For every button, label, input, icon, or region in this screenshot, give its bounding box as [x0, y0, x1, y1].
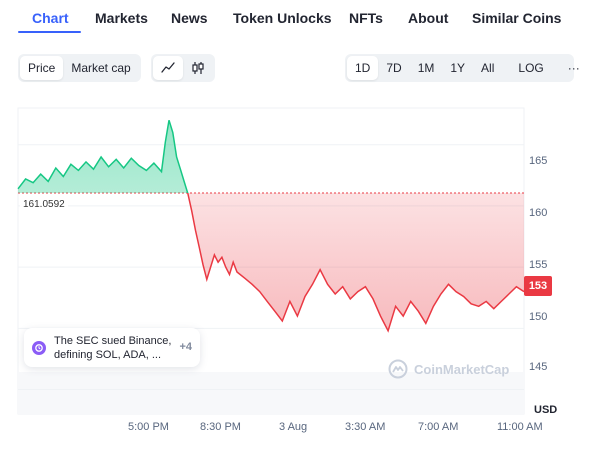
coinmarketcap-watermark: CoinMarketCap: [388, 359, 509, 379]
range-1m-button[interactable]: 1M: [417, 61, 435, 75]
tab-similar-coins[interactable]: Similar Coins: [472, 10, 562, 26]
watermark-text: CoinMarketCap: [414, 361, 510, 377]
coinmarketcap-logo-icon: [388, 359, 408, 379]
tab-news[interactable]: News: [171, 10, 208, 26]
tab-token-unlocks[interactable]: Token Unlocks: [233, 10, 332, 26]
metric-toggle: Price Market cap: [18, 54, 141, 82]
price-metric-button[interactable]: Price: [20, 56, 64, 80]
y-axis-tick: 145: [529, 361, 548, 373]
volume-strip: [18, 372, 524, 414]
area-fill-up: [18, 120, 188, 193]
x-axis-tick: 5:00 PM: [128, 421, 169, 433]
news-event-text: The SEC sued Binance, defining SOL, ADA,…: [54, 334, 172, 361]
y-axis-tick: 155: [529, 259, 548, 271]
tab-markets[interactable]: Markets: [95, 10, 148, 26]
tab-nfts[interactable]: NFTs: [349, 10, 383, 26]
tab-about[interactable]: About: [408, 10, 449, 26]
y-axis-tick: 160: [529, 207, 548, 219]
reference-price-label: 161.0592: [20, 196, 68, 214]
y-axis-tick: 165: [529, 155, 548, 167]
log-scale-button[interactable]: LOG: [518, 61, 544, 75]
currency-label: USD: [534, 404, 558, 416]
tab-chart[interactable]: Chart: [32, 10, 69, 26]
news-more-count[interactable]: +4: [179, 341, 192, 353]
area-fill-down: [18, 192, 524, 331]
y-axis-tick: 150: [529, 311, 548, 323]
price-line-up: [17, 119, 189, 193]
tab-bar: Chart Markets News Token Unlocks NFTs Ab…: [0, 0, 592, 36]
more-options-button[interactable]: ···: [567, 61, 580, 75]
news-event-icon: [32, 340, 46, 355]
x-axis-tick: 11:00 AM: [497, 421, 543, 433]
x-axis-tick: 8:30 PM: [200, 421, 241, 433]
line-chart-icon[interactable]: [153, 56, 183, 80]
x-axis-tick: 3:30 AM: [345, 421, 386, 433]
candlestick-icon[interactable]: [183, 56, 213, 80]
current-price-badge: 153: [524, 276, 552, 296]
range-selector: 1D 7D 1M 1Y All LOG ···: [345, 54, 580, 82]
chart-type-toggle: [151, 54, 215, 82]
range-7d-button[interactable]: 7D: [386, 61, 402, 75]
x-axis-tick: 3 Aug: [279, 421, 308, 433]
x-axis-tick: 7:00 AM: [418, 421, 459, 433]
market-cap-metric-button[interactable]: Market cap: [71, 61, 131, 75]
range-1d-button[interactable]: 1D: [347, 56, 379, 80]
range-1y-button[interactable]: 1Y: [450, 61, 466, 75]
news-event-card[interactable]: The SEC sued Binance, defining SOL, ADA,…: [24, 328, 200, 367]
range-all-button[interactable]: All: [481, 61, 495, 75]
active-tab-indicator: [18, 31, 81, 33]
price-line-down: [186, 192, 525, 333]
